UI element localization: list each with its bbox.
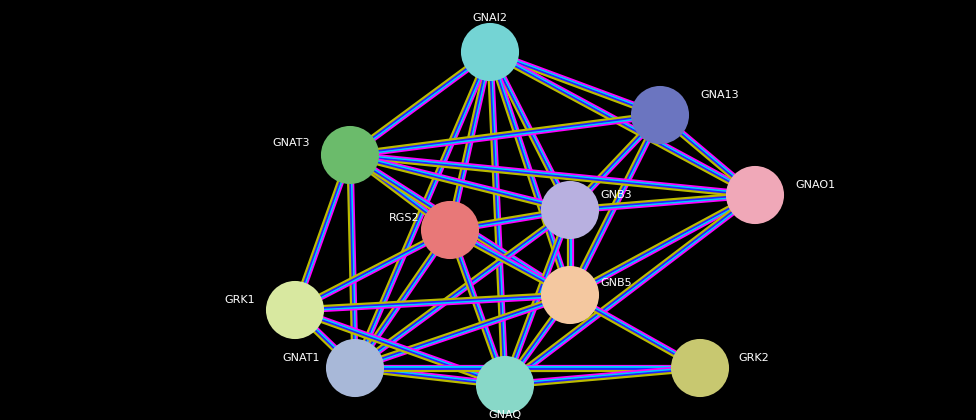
Text: GRK2: GRK2 [738, 353, 769, 363]
Circle shape [542, 267, 598, 323]
Circle shape [632, 87, 688, 143]
Text: GNB3: GNB3 [600, 190, 631, 200]
Circle shape [672, 340, 728, 396]
Circle shape [477, 357, 533, 413]
Circle shape [267, 282, 323, 338]
Circle shape [462, 24, 518, 80]
Circle shape [327, 340, 383, 396]
Text: GNA13: GNA13 [700, 90, 739, 100]
Text: GNAT3: GNAT3 [272, 138, 310, 148]
Text: GNB5: GNB5 [600, 278, 631, 288]
Text: GNAT1: GNAT1 [282, 353, 320, 363]
Text: GNAO1: GNAO1 [795, 180, 835, 190]
Circle shape [422, 202, 478, 258]
Circle shape [542, 182, 598, 238]
Text: GNAI2: GNAI2 [472, 13, 508, 23]
Text: GNAQ: GNAQ [488, 410, 521, 420]
Circle shape [322, 127, 378, 183]
Text: GRK1: GRK1 [224, 295, 255, 305]
Circle shape [727, 167, 783, 223]
Text: RGS2: RGS2 [389, 213, 420, 223]
